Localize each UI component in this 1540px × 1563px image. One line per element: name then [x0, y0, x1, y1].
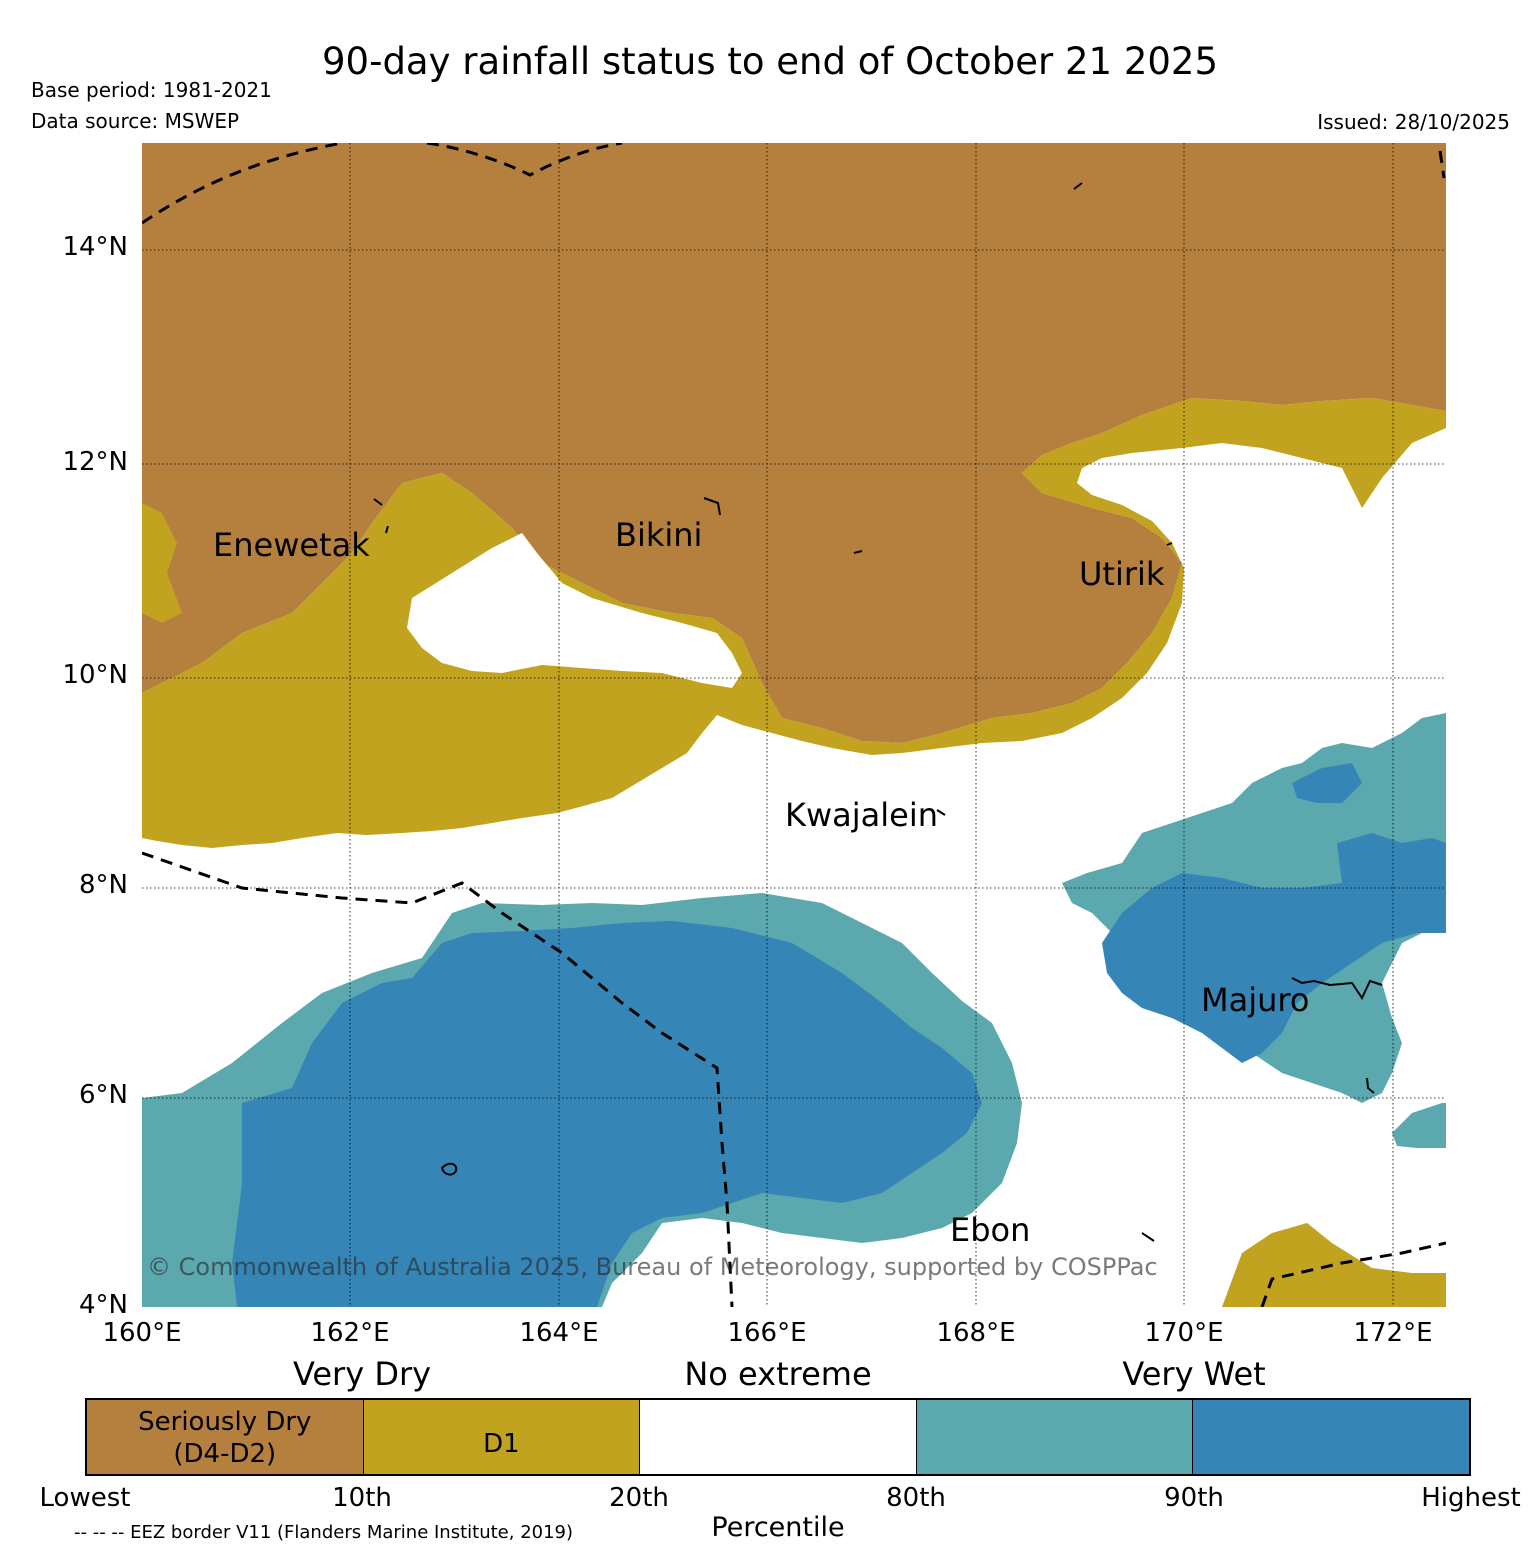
lon-label-160e: 160°E — [102, 1318, 182, 1348]
legend-category-very-dry: Very Dry — [292, 1355, 432, 1393]
data-source-label: Data source: MSWEP — [31, 109, 240, 133]
lon-label-166e: 166°E — [727, 1318, 807, 1348]
d1-region — [142, 398, 1446, 848]
legend-category-no-extreme: No extreme — [684, 1355, 872, 1393]
legend-color-bar: Seriously Dry (D4-D2) D1 — [85, 1398, 1471, 1476]
eez-border-note: -- -- -- EEZ border V11 (Flanders Marine… — [74, 1522, 574, 1543]
lon-label-168e: 168°E — [936, 1318, 1016, 1348]
no-extreme-pocket — [407, 533, 742, 688]
very-wet-core-southwest — [232, 921, 982, 1307]
lat-label-8n: 8°N — [79, 870, 128, 900]
legend-category-very-wet: Very Wet — [1122, 1355, 1266, 1393]
place-label-bikini: Bikini — [615, 516, 703, 554]
very-wet-core-northeast — [1337, 833, 1446, 925]
map-canvas — [142, 143, 1446, 1307]
lon-label-164e: 164°E — [519, 1318, 599, 1348]
atoll-outlines — [373, 182, 1383, 1242]
place-label-majuro: Majuro — [1201, 981, 1310, 1019]
d1-region-west — [142, 503, 182, 623]
copyright-notice: © Commonwealth of Australia 2025, Bureau… — [147, 1253, 1158, 1281]
legend-tick-80th: 80th — [886, 1483, 946, 1513]
legend-tick-10th: 10th — [332, 1483, 392, 1513]
lat-label-6n: 6°N — [79, 1080, 128, 1110]
legend-label-d1: D1 — [483, 1429, 520, 1459]
lon-label-162e: 162°E — [310, 1318, 390, 1348]
legend-tick-lowest: Lowest — [39, 1483, 131, 1513]
legend-tick-20th: 20th — [609, 1483, 669, 1513]
legend-swatch-very-wet-90-plus — [1193, 1400, 1469, 1474]
issued-date-label: Issued: 28/10/2025 — [1317, 110, 1510, 134]
lat-label-14n: 14°N — [62, 232, 128, 262]
d1-region-southeast — [1222, 1223, 1446, 1307]
place-label-ebon: Ebon — [950, 1211, 1031, 1249]
very-wet-region-southeast — [1392, 1103, 1446, 1148]
legend-label-seriously-dry: Seriously Dry — [138, 1407, 312, 1437]
very-wet-edge-south — [142, 1098, 242, 1307]
lon-label-170e: 170°E — [1144, 1318, 1224, 1348]
place-label-kwajalein: Kwajalein — [785, 796, 939, 834]
lat-label-12n: 12°N — [62, 447, 128, 477]
rainfall-map: Enewetak Bikini Utirik Kwajalein Majuro … — [142, 143, 1446, 1307]
base-period-label: Base period: 1981-2021 — [31, 78, 272, 102]
seriously-dry-region — [142, 143, 1446, 743]
eez-borders — [142, 143, 1446, 1307]
legend-swatch-no-extreme — [640, 1400, 917, 1474]
legend-swatch-d1: D1 — [363, 1400, 641, 1474]
very-wet-core-north-blob — [1292, 763, 1362, 803]
lat-label-4n: 4°N — [79, 1290, 128, 1320]
place-label-enewetak: Enewetak — [213, 526, 370, 564]
legend-swatch-seriously-dry: Seriously Dry (D4-D2) — [87, 1400, 364, 1474]
legend-label-d4-d2: (D4-D2) — [173, 1439, 277, 1469]
legend-swatch-very-wet-80-90 — [916, 1400, 1194, 1474]
place-label-utirik: Utirik — [1079, 555, 1165, 593]
legend-tick-90th: 90th — [1164, 1483, 1224, 1513]
map-title: 90-day rainfall status to end of October… — [322, 40, 1218, 83]
lat-label-10n: 10°N — [62, 660, 128, 690]
lon-label-172e: 172°E — [1353, 1318, 1433, 1348]
legend-tick-highest: Highest — [1421, 1483, 1521, 1513]
percentile-axis-title: Percentile — [711, 1512, 845, 1543]
very-wet-core-east — [1102, 873, 1446, 1063]
graticule — [142, 143, 1446, 1307]
